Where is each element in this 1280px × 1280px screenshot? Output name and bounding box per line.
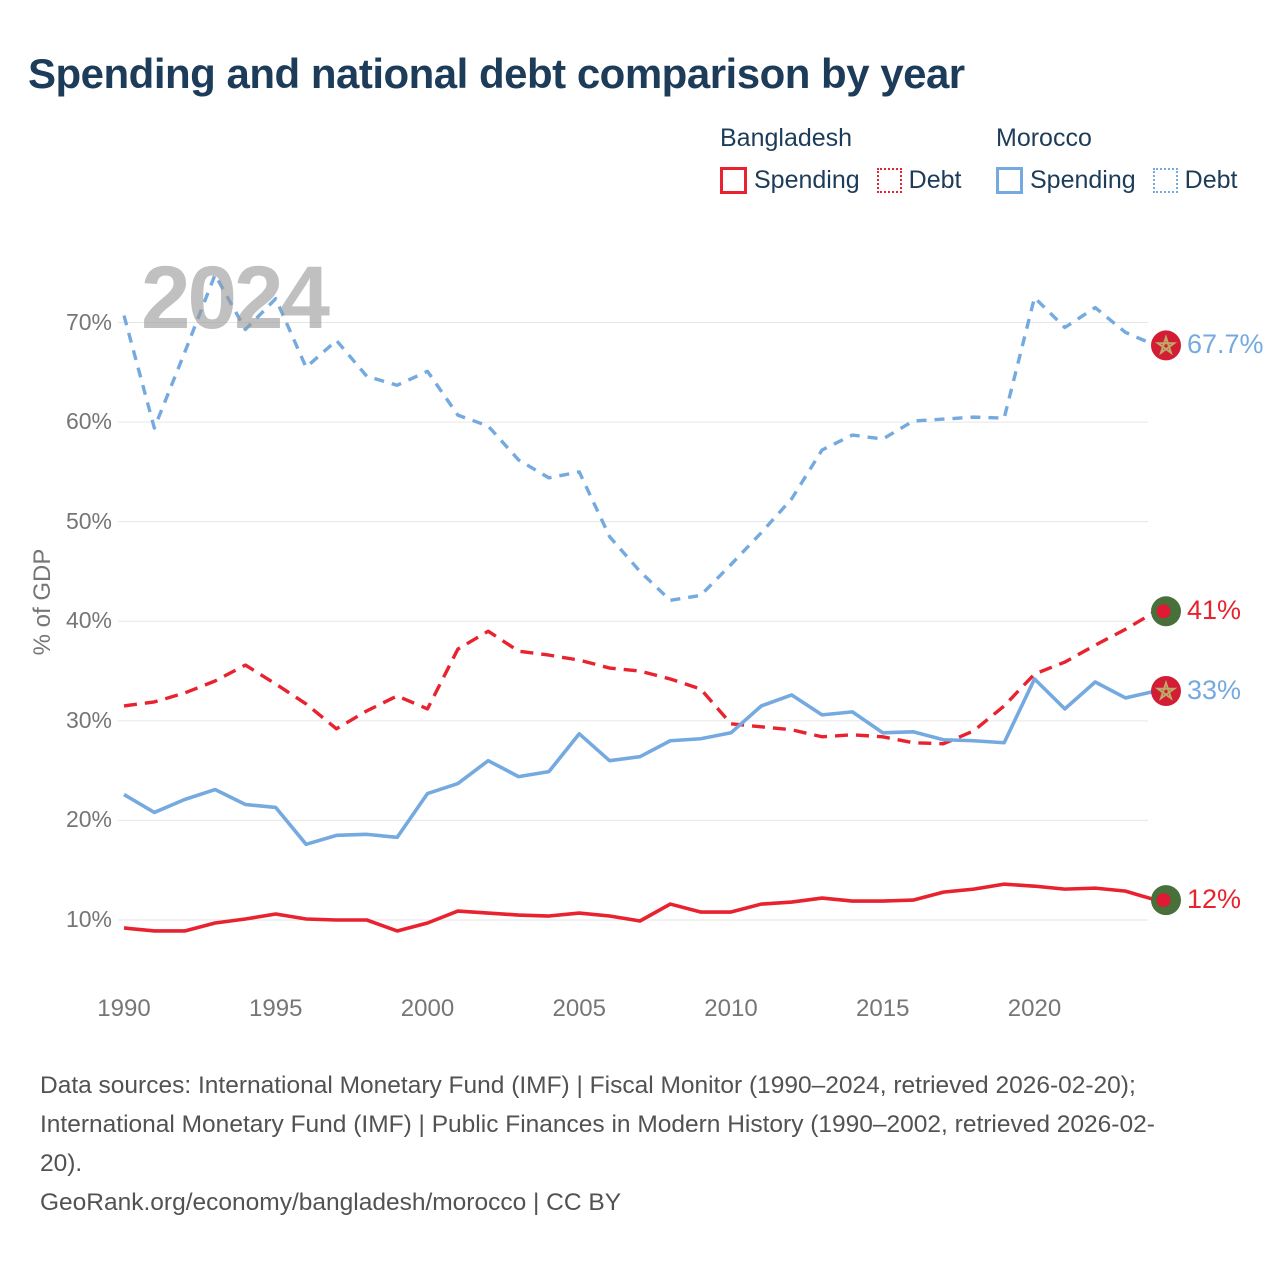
y-tick-label-40%: 40% [65, 607, 112, 634]
bangladesh-flag-marker-icon [1151, 885, 1181, 916]
morocco-spending-line [123, 677, 1157, 847]
legend-item-bangladesh-debt: Debt [876, 166, 962, 195]
chart-title: Spending and national debt comparison by… [28, 50, 965, 97]
morocco-debt-swatch-icon [1152, 168, 1178, 193]
legend-group-title-morocco: Morocco [996, 124, 1092, 152]
y-tick-label-50%: 50% [65, 507, 112, 534]
data-sources-line: International Monetary Fund (IMF) | Publ… [40, 1111, 1155, 1138]
legend-group-bangladesh: Bangladesh Spending Debt [720, 124, 961, 195]
end-label-morocco-debt: 67.7% [1187, 329, 1264, 360]
legend-row-bangladesh: Spending Debt [720, 166, 961, 195]
morocco-spending-swatch-icon [996, 167, 1023, 194]
legend-group-morocco: Morocco Spending Debt [996, 124, 1237, 195]
bangladesh-debt-swatch-icon [876, 168, 902, 193]
x-tick-label-2005: 2005 [552, 995, 606, 1022]
x-tick-label-2020: 2020 [1007, 995, 1062, 1022]
bangladesh-spending-swatch-icon [720, 167, 747, 194]
morocco-flag-marker-icon [1151, 330, 1181, 361]
legend-group-title-bangladesh: Bangladesh [720, 124, 853, 152]
data-sources-line: 20). [40, 1150, 83, 1177]
legend-item-label: Debt [908, 166, 962, 194]
x-tick-label-1990: 1990 [97, 995, 151, 1022]
end-label-morocco-spending: 33% [1187, 674, 1242, 705]
legend-item-label: Spending [1030, 166, 1136, 194]
y-tick-label-70%: 70% [65, 308, 112, 335]
bangladesh-debt-line [123, 609, 1157, 746]
watermark-year: 2024 [141, 247, 330, 347]
legend-item-morocco-debt: Debt [1152, 166, 1238, 195]
data-sources: Data sources: International Monetary Fun… [40, 1066, 1245, 1222]
x-tick-label-2015: 2015 [856, 995, 910, 1022]
data-sources-line: Data sources: International Monetary Fun… [40, 1072, 1136, 1099]
morocco-debt-line [122, 273, 1157, 603]
y-tick-label-30%: 30% [65, 706, 112, 733]
y-tick-label-10%: 10% [65, 906, 112, 932]
end-label-bangladesh-debt: 41% [1187, 595, 1242, 626]
y-tick-label-60%: 60% [65, 408, 112, 435]
legend-item-bangladesh-spending: Spending [720, 166, 860, 195]
legend-item-label: Debt [1184, 166, 1238, 194]
attribution-line: GeoRank.org/economy/bangladesh/morocco |… [40, 1189, 622, 1216]
legend-row-morocco: Spending Debt [996, 166, 1237, 195]
y-tick-label-20%: 20% [65, 806, 112, 833]
end-label-bangladesh-spending: 12% [1187, 884, 1242, 915]
legend-item-label: Spending [754, 166, 860, 194]
legend-item-morocco-spending: Spending [996, 166, 1136, 195]
x-tick-label-2000: 2000 [400, 995, 455, 1022]
y-axis-title: % of GDP [29, 548, 56, 656]
bangladesh-spending-line [123, 882, 1157, 933]
x-tick-label-1995: 1995 [249, 995, 303, 1022]
x-tick-label-2010: 2010 [704, 995, 758, 1022]
bangladesh-flag-marker-icon [1151, 596, 1181, 627]
morocco-flag-marker-icon [1151, 675, 1181, 706]
